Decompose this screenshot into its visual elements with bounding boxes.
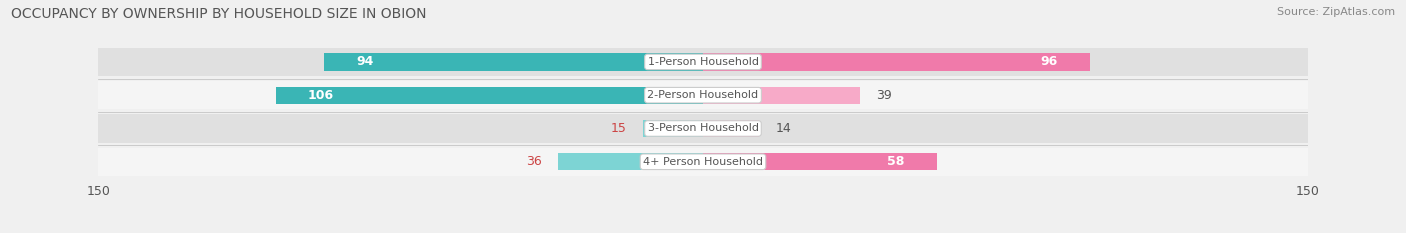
- Text: 2-Person Household: 2-Person Household: [647, 90, 759, 100]
- Text: 14: 14: [776, 122, 792, 135]
- Bar: [98, 81, 1308, 109]
- Bar: [98, 48, 1308, 76]
- Text: 106: 106: [308, 89, 335, 102]
- Text: Source: ZipAtlas.com: Source: ZipAtlas.com: [1277, 7, 1395, 17]
- Text: OCCUPANCY BY OWNERSHIP BY HOUSEHOLD SIZE IN OBION: OCCUPANCY BY OWNERSHIP BY HOUSEHOLD SIZE…: [11, 7, 427, 21]
- Text: 4+ Person Household: 4+ Person Household: [643, 157, 763, 167]
- Text: 1-Person Household: 1-Person Household: [648, 57, 758, 67]
- Bar: [325, 53, 703, 71]
- Bar: [703, 53, 1090, 71]
- Text: 39: 39: [876, 89, 891, 102]
- Bar: [276, 86, 703, 104]
- Bar: [98, 148, 1308, 176]
- Text: 94: 94: [356, 55, 374, 69]
- Text: 15: 15: [610, 122, 627, 135]
- Text: 58: 58: [887, 155, 904, 168]
- Text: 36: 36: [526, 155, 541, 168]
- Bar: [703, 153, 936, 170]
- Text: 3-Person Household: 3-Person Household: [648, 123, 758, 134]
- Bar: [703, 120, 759, 137]
- Bar: [643, 120, 703, 137]
- Text: 96: 96: [1040, 55, 1057, 69]
- Bar: [98, 114, 1308, 143]
- Bar: [703, 86, 860, 104]
- Bar: [558, 153, 703, 170]
